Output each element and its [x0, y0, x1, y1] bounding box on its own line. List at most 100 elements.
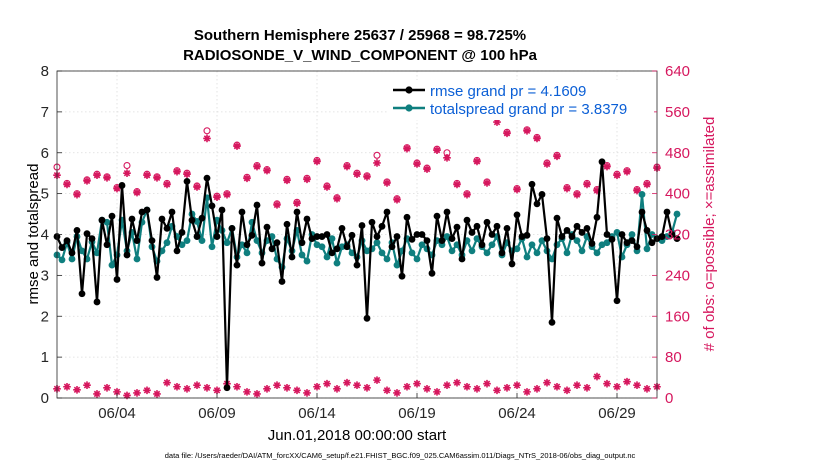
rmse-series-point: [628, 237, 636, 245]
rmse-series-point: [193, 233, 201, 240]
obs-assimilated-point: [293, 199, 301, 208]
rmse-series-point: [273, 239, 281, 247]
rmse-series-point: [473, 222, 481, 230]
spread-series-point: [373, 239, 381, 247]
rmse-series-point: [493, 222, 501, 230]
obs-assimilated-point: [473, 157, 481, 166]
x-axis-label: Jun.01,2018 00:00:00 start: [268, 427, 447, 444]
spread-series-point: [93, 249, 101, 257]
rmse-series-point: [383, 208, 391, 216]
rmse-series-point: [163, 224, 171, 232]
spread-series-point: [578, 247, 586, 255]
y-left-tick-label: 2: [41, 308, 49, 325]
obs-low-point: [183, 385, 191, 393]
y-axis-right: 0 80 160 240 320 400 480 560 640: [652, 63, 690, 407]
obs-low-point: [573, 381, 581, 390]
rmse-series-point: [328, 249, 336, 257]
spread-series-point: [223, 239, 231, 247]
obs-low-point: [93, 390, 101, 398]
spread-series-point: [673, 210, 681, 218]
obs-assimilated-point: [613, 171, 621, 180]
obs-assimilated-point: [303, 175, 311, 184]
spread-series-point: [523, 253, 531, 261]
y-left-tick-label: 8: [41, 63, 49, 80]
obs-possible-point: [123, 161, 131, 170]
obs-assimilated-point: [63, 180, 71, 189]
obs-low-point: [103, 383, 111, 392]
obs-low-point: [483, 379, 491, 388]
obs-possible-point: [373, 151, 381, 159]
obs-low-point: [383, 386, 391, 395]
rmse-series-point: [478, 241, 486, 249]
obs-low-point: [583, 383, 591, 392]
rmse-series-point: [248, 231, 256, 239]
obs-low-point: [193, 381, 201, 390]
rmse-series-point: [673, 235, 681, 242]
rmse-series-point: [58, 244, 66, 251]
rmse-series-point: [508, 260, 516, 268]
obs-low-point: [123, 391, 131, 400]
rmse-series-point: [458, 255, 466, 263]
obs-low-point: [633, 381, 641, 390]
rmse-series-point: [238, 208, 246, 216]
obs-assimilated-point: [453, 180, 461, 189]
obs-low-point: [363, 383, 371, 392]
obs-assimilated-point: [73, 190, 81, 199]
spread-series-point: [563, 249, 571, 257]
spread-series-point: [638, 191, 646, 198]
rmse-series-point: [563, 227, 571, 234]
rmse-series-point: [503, 224, 511, 232]
rmse-series-point: [533, 200, 541, 208]
spread-series-point: [533, 249, 541, 257]
rmse-series-point: [663, 208, 671, 216]
obs-low-point: [293, 386, 301, 395]
rmse-series-point: [558, 233, 566, 240]
y-right-tick-label: 560: [665, 104, 690, 121]
y-right-tick-label: 160: [665, 308, 690, 325]
rmse-series-point: [593, 213, 601, 221]
obs-low-point: [143, 386, 151, 395]
rmse-series-point: [233, 261, 241, 269]
obs-low-point: [243, 388, 251, 396]
rmse-series-point: [173, 247, 181, 255]
spread-series-point: [208, 243, 216, 251]
spread-series-point: [408, 249, 416, 257]
obs-possible-point: [203, 127, 211, 135]
obs-low-point: [273, 381, 281, 390]
obs-low-point: [493, 386, 501, 395]
rmse-series-point: [63, 237, 71, 245]
rmse-series-point: [538, 191, 546, 198]
rmse-series-point: [293, 208, 301, 216]
chart-title-line2: RADIOSONDE_V_WIND_COMPONENT @ 100 hPa: [183, 47, 538, 64]
rmse-series-point: [208, 202, 216, 210]
rmse-series-point: [438, 237, 446, 245]
obs-low-point: [453, 378, 461, 387]
obs-low-point: [153, 390, 161, 398]
obs-assimilated-point: [253, 162, 261, 171]
obs-assimilated-point: [543, 160, 551, 168]
rmse-series-point: [158, 215, 166, 223]
obs-assimilated-point: [493, 118, 501, 126]
obs-low-point: [523, 388, 531, 396]
obs-assimilated-point: [223, 190, 231, 199]
rmse-series-point: [338, 224, 346, 232]
rmse-series-point: [393, 233, 401, 240]
spread-series-point: [333, 259, 341, 267]
rmse-series-point: [198, 214, 206, 222]
rmse-series-point: [143, 206, 151, 214]
spread-series-point: [488, 241, 496, 249]
rmse-series-point: [203, 174, 211, 182]
obs-assimilated-point: [393, 195, 401, 204]
spread-series-point: [318, 243, 326, 251]
spread-series-point: [238, 241, 246, 249]
obs-assimilated-point: [503, 129, 511, 138]
rmse-series-point: [133, 237, 141, 245]
rmse-series-point: [543, 235, 551, 242]
spread-series-point: [298, 251, 306, 259]
obs-assimilated-point: [313, 157, 321, 166]
rmse-series: [53, 158, 681, 392]
obs-assimilated-point: [113, 184, 121, 193]
obs-assimilated-point: [333, 194, 341, 203]
obs-low-point: [333, 385, 341, 393]
spread-series-point: [253, 237, 261, 245]
